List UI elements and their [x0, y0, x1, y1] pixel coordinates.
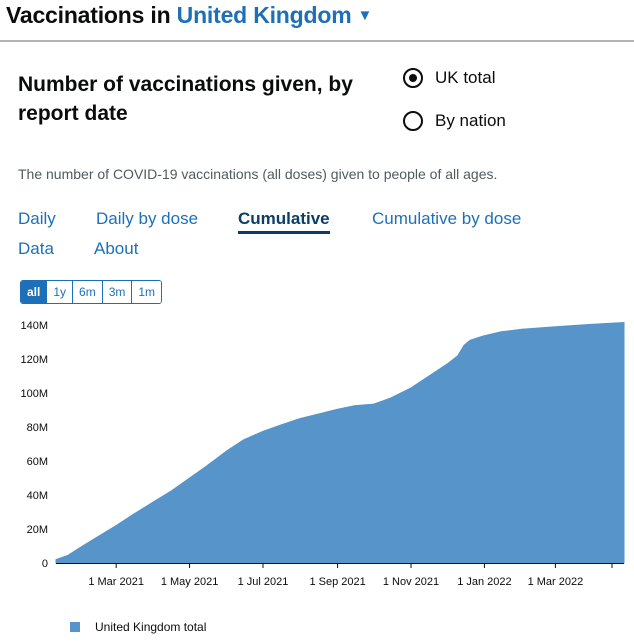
tab-data[interactable]: Data: [18, 239, 54, 258]
header-divider: [0, 40, 634, 42]
x-tick-label: 1 May 2021: [161, 576, 218, 588]
y-tick-label: 80M: [27, 422, 48, 434]
y-tick-label: 120M: [20, 354, 48, 366]
legend-swatch: [70, 622, 80, 632]
radio-uk-total[interactable]: UK total: [403, 66, 495, 90]
region-selector[interactable]: United Kingdom: [176, 2, 352, 28]
time-range-selector: all 1y 6m 3m 1m: [20, 280, 163, 304]
tab-about[interactable]: About: [94, 239, 139, 258]
cumulative-vaccinations-chart: 0 20M 40M 60M 80M 100M 120M 140M 1 Mar 2021 1 May…: [20, 320, 625, 588]
card-title: Number of vaccinations given, by report …: [18, 73, 353, 125]
card-description: The number of COVID-19 vaccinations (all…: [18, 166, 498, 182]
legend-label: United Kingdom total: [95, 620, 207, 634]
y-tick-label: 20M: [27, 524, 48, 536]
tab-daily-by-dose[interactable]: Daily by dose: [96, 209, 199, 228]
x-tick-label: 1 Mar 2022: [528, 576, 584, 588]
range-1y-button[interactable]: 1y: [47, 281, 74, 303]
caret-down-icon[interactable]: ▼: [357, 7, 373, 24]
range-1m-button[interactable]: 1m: [132, 281, 162, 303]
page-header: Vaccinations in United Kingdom ▼: [0, 0, 634, 40]
page-title: Vaccinations in United Kingdom ▼: [6, 2, 372, 29]
tab-daily[interactable]: Daily: [18, 209, 56, 228]
x-tick-label: 1 Mar 2021: [88, 576, 144, 588]
tab-cumulative-by-dose[interactable]: Cumulative by dose: [372, 209, 522, 228]
radio-checked-icon[interactable]: [403, 68, 423, 88]
y-tick-label: 40M: [27, 490, 48, 502]
radio-label: By nation: [435, 111, 506, 130]
radio-unchecked-icon[interactable]: [403, 111, 423, 131]
range-all-button[interactable]: all: [21, 281, 48, 303]
chart-legend: United Kingdom total: [70, 620, 206, 634]
y-tick-label: 100M: [20, 388, 48, 400]
title-prefix: Vaccinations in: [6, 2, 171, 28]
y-tick-label: 60M: [27, 456, 48, 468]
x-tick-label: 1 Sep 2021: [309, 576, 365, 588]
x-tick-label: 1 Nov 2021: [383, 576, 439, 588]
x-tick-label: 1 Jan 2022: [457, 576, 511, 588]
series-area: [55, 321, 625, 564]
range-6m-button[interactable]: 6m: [73, 281, 103, 303]
y-tick-label: 0: [42, 558, 48, 570]
y-tick-label: 140M: [20, 320, 48, 332]
radio-label: UK total: [435, 68, 496, 87]
x-tick-label: 1 Jul 2021: [238, 576, 289, 588]
range-3m-button[interactable]: 3m: [102, 281, 133, 303]
tab-cumulative[interactable]: Cumulative: [238, 209, 330, 234]
radio-by-nation[interactable]: By nation: [403, 109, 506, 133]
